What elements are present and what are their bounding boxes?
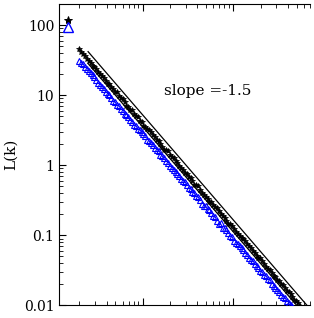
Y-axis label: L(k): L(k) bbox=[4, 139, 18, 170]
Text: slope =-1.5: slope =-1.5 bbox=[165, 84, 252, 98]
